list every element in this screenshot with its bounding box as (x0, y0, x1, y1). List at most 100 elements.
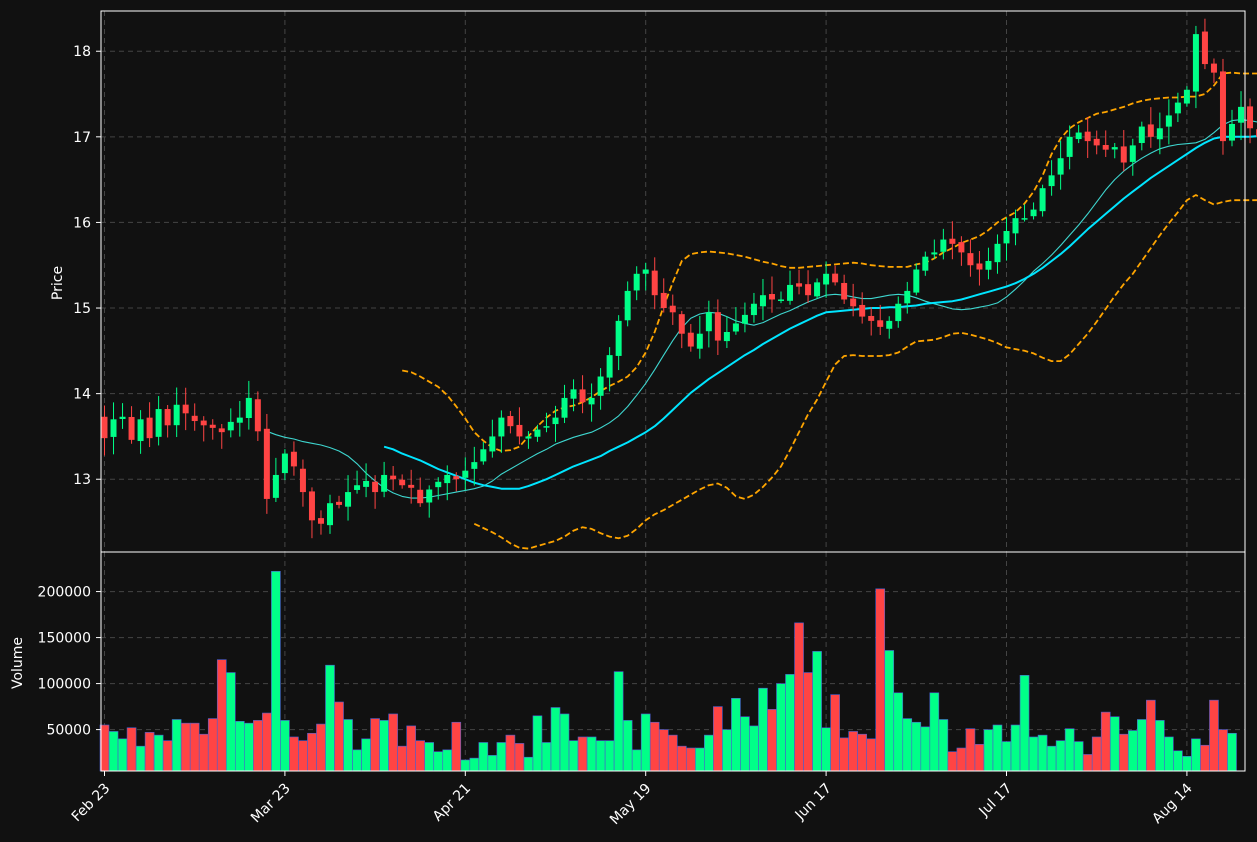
volume-bar (1173, 750, 1183, 772)
volume-bar (758, 687, 768, 772)
volume-bar (189, 722, 200, 772)
candle-body (958, 242, 965, 253)
candle-body (317, 518, 324, 524)
candle (164, 404, 171, 438)
candle-body (299, 468, 306, 493)
candle (327, 494, 333, 534)
candle-body (164, 409, 171, 426)
volume-bar (1019, 675, 1030, 772)
volume-bar (1191, 738, 1201, 772)
candle-body (345, 492, 352, 507)
candle (714, 299, 721, 356)
volume-tick-label: 150000 (38, 631, 91, 647)
volume-bar (144, 732, 155, 772)
volume-bar (1064, 728, 1075, 772)
candle (471, 446, 478, 486)
candle-body (994, 243, 1001, 263)
candle-body (101, 416, 108, 439)
candle (705, 300, 712, 348)
candle-body (119, 416, 126, 419)
candle (426, 485, 433, 518)
volume-bar (713, 706, 723, 772)
candle-body (687, 332, 694, 347)
price-tick-label: 13 (73, 472, 91, 488)
candle-body (1102, 145, 1109, 150)
candle-body (615, 320, 622, 356)
price-tick-label: 16 (73, 215, 91, 231)
candle (128, 406, 135, 444)
candle (814, 278, 821, 299)
volume-bar (162, 740, 173, 772)
volume-bar (685, 747, 696, 772)
candle-body (976, 263, 983, 270)
candle-body (1021, 218, 1028, 220)
volume-bar (198, 733, 209, 772)
volume-bar (1037, 734, 1048, 772)
candle-body (823, 273, 830, 285)
candle-body (877, 320, 884, 327)
volume-tick-label: 200000 (38, 585, 91, 601)
price-tick-label: 17 (73, 130, 91, 146)
volume-bar (135, 745, 146, 772)
candle (723, 316, 730, 348)
candle (317, 510, 324, 535)
price-tick-label: 15 (73, 301, 91, 317)
candle (868, 307, 875, 336)
candle (534, 424, 541, 442)
volume-bar (640, 713, 651, 772)
candle-body (696, 333, 703, 349)
candle (823, 261, 830, 298)
candle (372, 475, 379, 509)
candle (832, 265, 839, 286)
volume-bar (1164, 736, 1174, 772)
volume-axis: 50000 100000 150000 200000 (38, 585, 101, 739)
volume-bar (676, 745, 687, 772)
volume-bar (487, 755, 498, 772)
candle-body (606, 355, 613, 378)
volume-bar (523, 756, 534, 772)
candle (967, 239, 974, 277)
volume-bar (911, 721, 922, 772)
volume-bar (731, 698, 741, 772)
candle (182, 387, 189, 431)
volume-bar (478, 742, 489, 772)
candle-body (588, 397, 595, 405)
candle (1129, 138, 1136, 176)
candle (859, 292, 866, 324)
candle (1229, 109, 1235, 147)
candle (579, 375, 586, 414)
volume-bar (262, 712, 272, 772)
volume-bar (253, 720, 263, 772)
candle (308, 487, 315, 539)
candle (606, 347, 613, 392)
volume-bar (658, 729, 669, 772)
candle-body (1111, 147, 1118, 150)
candle (1111, 142, 1118, 159)
candle-body (1174, 102, 1181, 114)
candle (345, 475, 352, 521)
volume-bar (153, 734, 164, 772)
candle-body (1201, 31, 1208, 65)
volume-bar (776, 683, 786, 772)
candle (146, 402, 153, 448)
candle-body (1039, 188, 1046, 212)
volume-bar (785, 674, 795, 772)
candle (958, 236, 965, 266)
volume-bar (893, 692, 904, 772)
volume-bar (902, 718, 913, 772)
candlesticks (101, 18, 1257, 539)
volume-bar (830, 694, 840, 772)
candle-body (507, 416, 514, 427)
candle (1210, 58, 1217, 84)
volume-bar (280, 720, 290, 772)
candle (940, 228, 947, 260)
candle-body (705, 312, 712, 332)
candle (1030, 202, 1037, 220)
candle-body (128, 416, 135, 440)
candle (191, 403, 198, 431)
candle (778, 291, 784, 304)
candle (1066, 125, 1073, 170)
volume-bar (622, 720, 633, 772)
volume-bar (794, 622, 804, 772)
